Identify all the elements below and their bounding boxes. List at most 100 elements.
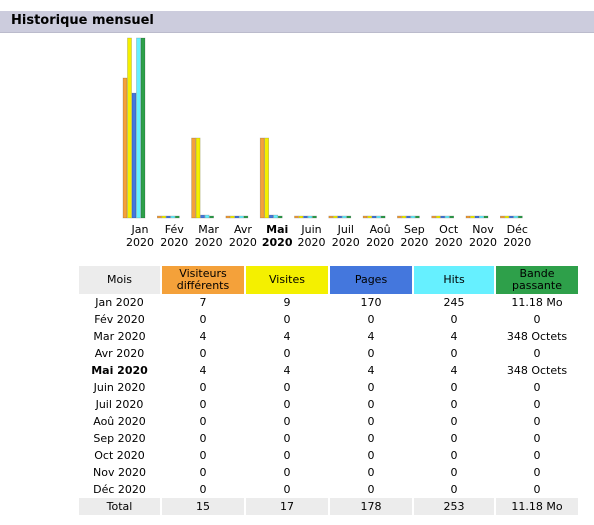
table-row: Mai 2020 4 4 4 4 348 Octets xyxy=(79,362,578,379)
bar-6-series-3 xyxy=(303,215,308,219)
cell-month: Aoû 2020 xyxy=(93,415,146,428)
total-hits: 253 xyxy=(414,498,494,515)
cell-month: Mai 2020 xyxy=(91,364,148,377)
table-row: Mar 2020 4 4 4 4 348 Octets xyxy=(79,328,578,345)
cell-pages: 4 xyxy=(367,330,375,343)
bar-11-series-5 xyxy=(483,215,489,219)
bar-2-series-5 xyxy=(175,215,180,219)
bar-1-series-5 xyxy=(140,37,146,219)
bar-2-series-2 xyxy=(161,215,167,219)
total-pages: 178 xyxy=(330,498,412,515)
bar-3-series-2 xyxy=(195,137,201,219)
bar-6-series-2 xyxy=(298,215,304,219)
x-tick-year: 2020 xyxy=(366,236,394,249)
cell-pages: 0 xyxy=(367,347,375,360)
bar-3-series-1 xyxy=(191,137,196,219)
cell-month: Déc 2020 xyxy=(93,483,146,496)
table-row: Déc 2020 0 0 0 0 0 xyxy=(79,481,578,498)
bar-3-series-3 xyxy=(200,214,205,219)
bar-5-series-3 xyxy=(268,214,274,219)
cell-hits: 0 xyxy=(450,449,458,462)
bar-12-series-1 xyxy=(499,215,505,219)
bar-9-series-3 xyxy=(406,215,411,219)
x-tick-month: Sep xyxy=(404,223,425,236)
cell-bande: 0 xyxy=(533,381,541,394)
cell-visites: 4 xyxy=(283,330,291,343)
cell-bande: 0 xyxy=(533,347,541,360)
bar-10-series-3 xyxy=(440,215,446,219)
section-title: Historique mensuel xyxy=(11,13,154,28)
cell-pages: 0 xyxy=(367,381,375,394)
x-tick-month: Avr xyxy=(234,223,252,236)
x-tick-year: 2020 xyxy=(332,236,360,249)
bar-9-series-5 xyxy=(415,215,420,219)
bar-8-series-4 xyxy=(376,215,381,219)
header-visiteurs-line1: Visiteurs xyxy=(179,267,227,280)
cell-visiteurs: 4 xyxy=(199,364,207,377)
cell-month: Avr 2020 xyxy=(94,347,145,360)
cell-visites: 0 xyxy=(283,483,291,496)
cell-pages: 0 xyxy=(367,313,375,326)
x-tick-month: Fév xyxy=(165,223,184,236)
x-tick-month: Mar xyxy=(198,223,219,236)
bar-12-series-4 xyxy=(513,215,519,219)
cell-visiteurs: 4 xyxy=(199,330,207,343)
x-tick-month: Oct xyxy=(439,223,459,236)
cell-hits: 245 xyxy=(443,296,465,309)
monthly-stats-table: Mois Visiteurs différents Visites Pages … xyxy=(77,266,580,515)
x-tick-month: Mai xyxy=(266,223,288,236)
bar-12-series-3 xyxy=(508,215,514,219)
bar-8-series-3 xyxy=(371,215,377,219)
bar-7-series-2 xyxy=(332,215,338,219)
cell-hits: 0 xyxy=(450,466,458,479)
header-visiteurs: Visiteurs différents xyxy=(162,266,244,294)
cell-bande: 0 xyxy=(533,466,541,479)
bar-12-series-2 xyxy=(504,215,510,219)
table-row: Juin 2020 0 0 0 0 0 xyxy=(79,379,578,396)
cell-visiteurs: 0 xyxy=(199,449,207,462)
cell-visiteurs: 7 xyxy=(199,296,207,309)
x-tick-year: 2020 xyxy=(262,236,293,249)
cell-hits: 0 xyxy=(450,347,458,360)
cell-hits: 4 xyxy=(450,364,458,377)
bar-7-series-4 xyxy=(341,215,347,219)
bar-1-series-2 xyxy=(127,37,132,219)
cell-bande: 0 xyxy=(533,432,541,445)
cell-hits: 0 xyxy=(450,432,458,445)
table-row: Jan 2020 7 9 170 245 11.18 Mo xyxy=(79,294,578,311)
table-row: Aoû 2020 0 0 0 0 0 xyxy=(79,413,578,430)
x-tick-year: 2020 xyxy=(160,236,188,249)
bar-10-series-2 xyxy=(435,215,441,219)
table-row: Juil 2020 0 0 0 0 0 xyxy=(79,396,578,413)
cell-visiteurs: 0 xyxy=(199,466,207,479)
table-row: Fév 2020 0 0 0 0 0 xyxy=(79,311,578,328)
cell-bande: 348 Octets xyxy=(506,330,568,343)
cell-bande: 0 xyxy=(533,449,541,462)
cell-bande: 11.18 Mo xyxy=(511,296,563,309)
bar-10-series-4 xyxy=(444,215,450,219)
header-bande-line2: passante xyxy=(512,279,562,292)
cell-visites: 0 xyxy=(283,398,291,411)
cell-bande: 348 Octets xyxy=(506,364,568,377)
bar-10-series-1 xyxy=(431,215,437,219)
header-bande-line1: Bande xyxy=(519,267,555,280)
bar-5-series-1 xyxy=(259,137,265,219)
monthly-history-chart: Jan2020Fév2020Mar2020Avr2020Mai2020Juin2… xyxy=(122,37,531,249)
cell-month: Nov 2020 xyxy=(93,466,146,479)
x-tick-year: 2020 xyxy=(195,236,223,249)
cell-pages: 0 xyxy=(367,398,375,411)
bar-9-series-1 xyxy=(397,215,402,219)
cell-bande: 0 xyxy=(533,483,541,496)
cell-month: Oct 2020 xyxy=(94,449,145,462)
cell-visites: 0 xyxy=(283,449,291,462)
table-row: Sep 2020 0 0 0 0 0 xyxy=(79,430,578,447)
cell-month: Juil 2020 xyxy=(95,398,144,411)
cell-pages: 0 xyxy=(367,449,375,462)
cell-visites: 0 xyxy=(283,432,291,445)
bar-1-series-3 xyxy=(131,92,137,219)
bar-2-series-3 xyxy=(166,215,171,219)
table-total-row: Total 15 17 178 253 11.18 Mo xyxy=(79,498,578,515)
x-tick-year: 2020 xyxy=(229,236,257,249)
bar-6-series-4 xyxy=(307,215,313,219)
cell-pages: 0 xyxy=(367,415,375,428)
